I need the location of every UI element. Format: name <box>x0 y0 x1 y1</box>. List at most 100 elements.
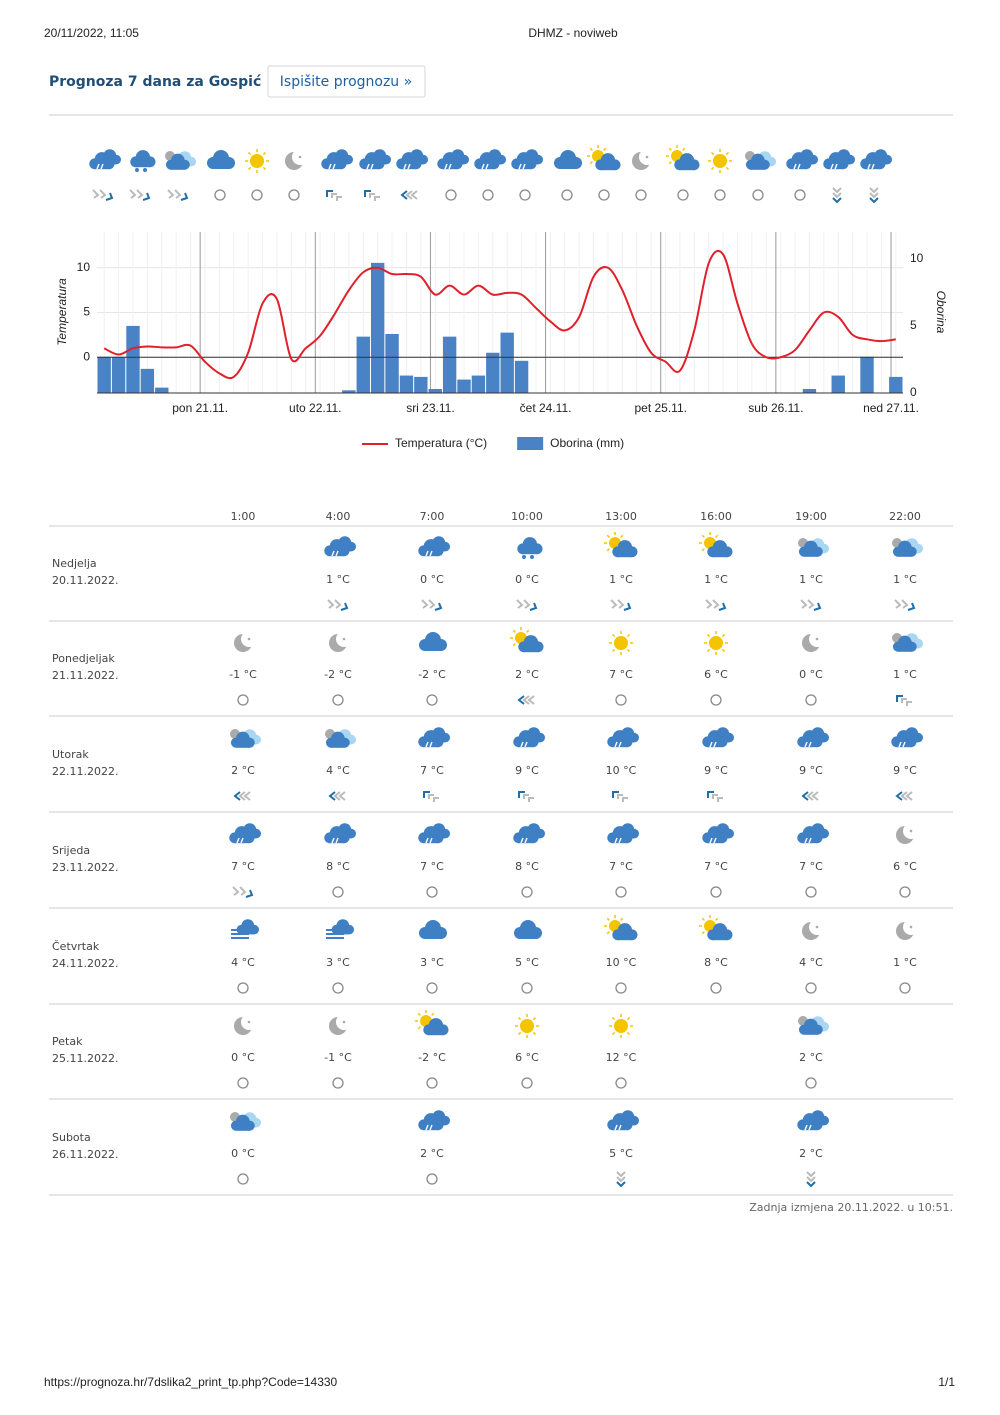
sun-ray <box>626 648 631 653</box>
temperature: 1 °C <box>893 956 917 969</box>
weather-icon <box>321 149 354 170</box>
wind-chevron <box>527 695 535 705</box>
print-datetime: 20/11/2022, 11:05 <box>44 26 139 40</box>
calm-circle <box>521 1077 533 1089</box>
weather-icon <box>699 532 733 558</box>
calm-circle <box>426 1077 438 1089</box>
legend-swatch <box>517 437 544 450</box>
hour-header: 4:00 <box>326 510 351 523</box>
wind-chevron <box>705 599 713 609</box>
wind-chevron <box>245 889 254 898</box>
precipitation-bar <box>97 356 111 393</box>
wind-icon <box>800 599 822 611</box>
sun-ray <box>620 534 624 538</box>
x-tick-label: čet 24.11. <box>520 401 572 415</box>
wind-chevron <box>333 791 341 801</box>
wind-chevron <box>616 1171 626 1178</box>
weather-icon <box>891 727 923 748</box>
weather-icon <box>514 920 542 939</box>
wind-chevron <box>894 599 902 609</box>
star <box>815 637 819 641</box>
weather-icon <box>798 538 829 557</box>
weather-icon <box>802 631 825 652</box>
weather-icon <box>513 823 545 844</box>
calm-circle <box>615 694 627 706</box>
sun-disc <box>250 154 264 168</box>
wind-chevron <box>528 797 534 802</box>
weather-icon <box>607 727 639 748</box>
calm-circle <box>561 189 573 201</box>
wind-icon <box>364 190 380 201</box>
rain-streaks <box>804 741 812 748</box>
weather-icon <box>324 823 357 844</box>
temperature: 2 °C <box>799 1147 823 1160</box>
sun-disc <box>614 1019 628 1033</box>
cloud-part <box>804 551 818 557</box>
cloud-part <box>617 934 633 941</box>
weather-icon <box>666 145 700 171</box>
sun-ray <box>701 931 705 935</box>
wind-chevron <box>901 599 909 609</box>
weather-icon <box>860 149 892 170</box>
cloud-part <box>751 164 765 170</box>
wind-chevron <box>869 187 879 194</box>
calm-circle <box>426 1173 438 1185</box>
sun-disc <box>709 636 723 650</box>
wind-chevron <box>405 190 413 200</box>
wind-chevron <box>238 791 246 801</box>
temperature: 9 °C <box>799 764 823 777</box>
wind-chevron <box>239 886 247 896</box>
temperature: -2 °C <box>324 668 352 681</box>
weather-icon <box>474 149 507 170</box>
temperature: 8 °C <box>326 860 350 873</box>
weather-icon <box>517 537 543 559</box>
rain-streaks <box>793 163 801 170</box>
wind-chevron <box>364 190 371 197</box>
cloud-part <box>241 929 255 935</box>
wind-chevron <box>522 695 530 705</box>
weather-icon <box>708 149 732 173</box>
print-button-label[interactable]: Ispišite prognozu » <box>280 74 412 90</box>
precipitation-bar <box>155 387 169 393</box>
day-name: Petak <box>52 1035 83 1048</box>
cloud-part <box>213 163 229 169</box>
wind-icon <box>426 694 438 706</box>
calm-circle <box>615 982 627 994</box>
weather-icon <box>234 1014 257 1035</box>
wind-icon <box>332 694 344 706</box>
weather-icon <box>802 919 825 940</box>
footer-page: 1/1 <box>938 1375 955 1389</box>
wind-icon <box>710 886 722 898</box>
x-tick-label: ned 27.11. <box>863 401 919 415</box>
weather-icon <box>604 915 638 941</box>
wind-icon <box>426 1077 438 1089</box>
wind-icon <box>521 886 533 898</box>
rain-streaks <box>328 163 336 170</box>
weather-icon <box>745 151 776 170</box>
legend-label: Oborina (mm) <box>550 436 624 450</box>
rain-streaks <box>709 837 717 844</box>
temperature: 10 °C <box>606 764 637 777</box>
wind-icon <box>894 599 916 611</box>
precipitation-bar <box>111 356 126 393</box>
wind-icon <box>328 791 346 801</box>
cloud-part <box>898 551 912 557</box>
wind-chevron <box>811 791 819 801</box>
wind-chevron <box>517 695 525 705</box>
temperature: -2 °C <box>418 668 446 681</box>
wind-chevron <box>806 791 814 801</box>
temperature: 3 °C <box>420 956 444 969</box>
wind-chevron <box>869 197 879 204</box>
wind-chevron <box>233 791 241 801</box>
temperature: 2 °C <box>420 1147 444 1160</box>
temperature: 2 °C <box>231 764 255 777</box>
rain-streaks <box>520 837 528 844</box>
wind-chevron <box>832 192 842 199</box>
rain-streaks <box>518 163 526 170</box>
wind-icon <box>805 1077 817 1089</box>
star <box>815 925 819 929</box>
sun-ray <box>626 633 631 638</box>
sun-ray <box>626 1016 631 1021</box>
weather-icon <box>231 919 259 939</box>
print-button[interactable] <box>267 65 426 98</box>
